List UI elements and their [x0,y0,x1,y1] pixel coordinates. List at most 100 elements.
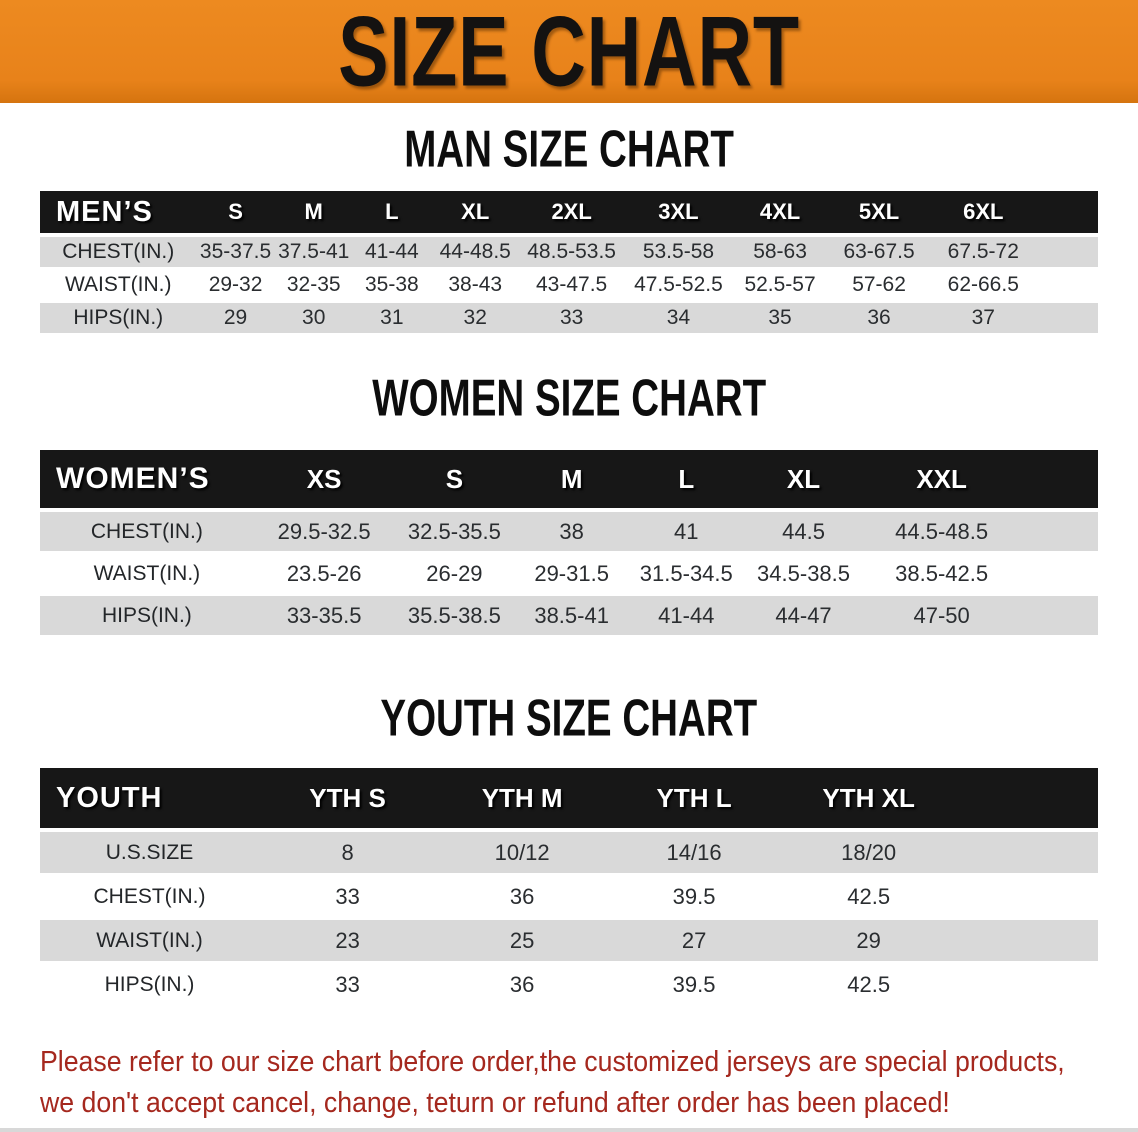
youth-size-table: YOUTH YTH S YTH M YTH L YTH XL U.S.SIZE 8 10/12… [40,768,1098,1008]
value-cell: 8 [258,830,437,876]
youth-section-title-text: YOUTH SIZE CHART [380,688,758,747]
filler-cell [1019,594,1098,638]
filler-cell [957,768,1098,832]
value-cell: 57-62 [826,268,932,303]
women-section-title-text: WOMEN SIZE CHART [372,368,766,427]
value-cell: 42.5 [780,874,958,920]
value-cell: 52.5-57 [733,268,827,303]
row-label: WAIST(IN.) [40,918,259,964]
value-cell: 39.5 [608,962,781,1008]
men-size-chart-section: MAN SIZE CHART MEN’S S M L XL 2XL 3XL 4XL 5XL 6XL… [0,120,1138,336]
value-cell: 41-44 [352,235,431,270]
filler-cell [1035,235,1098,270]
size-column-header: YTH M [436,768,609,832]
value-cell: 38 [514,510,629,554]
filler-cell [1035,301,1098,336]
row-label: CHEST(IN.) [40,510,254,554]
filler-cell [957,962,1098,1008]
value-cell: 33 [258,962,437,1008]
value-cell: 33-35.5 [253,594,395,638]
value-cell: 48.5-53.5 [519,235,624,270]
measurement-row: HIPS(IN.) 29 30 31 32 33 34 35 36 37 [40,301,1098,336]
filler-cell [1035,268,1098,303]
corner-label: MEN’S [40,191,197,237]
value-cell: 44.5-48.5 [863,510,1020,554]
size-column-header: S [394,450,515,512]
men-section-title: MAN SIZE CHART [0,120,1138,177]
value-cell: 39.5 [608,874,781,920]
measurement-row: CHEST(IN.) 29.5-32.5 32.5-35.5 38 41 44.5 44.5… [40,510,1098,554]
filler-cell [957,874,1098,920]
value-cell: 42.5 [780,962,958,1008]
size-column-header: YTH XL [780,768,958,832]
corner-label: YOUTH [40,768,259,832]
footer-note: Please refer to our size chart before or… [40,1042,1100,1124]
value-cell: 38-43 [430,268,520,303]
value-cell: 32.5-35.5 [394,510,515,554]
value-cell: 35.5-38.5 [394,594,515,638]
size-column-header: YTH L [608,768,781,832]
value-cell: 63-67.5 [826,235,932,270]
value-cell: 14/16 [608,830,781,876]
size-column-header: 6XL [931,191,1036,237]
size-column-header: 5XL [826,191,932,237]
size-column-header: L [352,191,431,237]
value-cell: 38.5-41 [514,594,629,638]
value-cell: 41 [628,510,744,554]
filler-cell [957,830,1098,876]
value-cell: 29 [196,301,275,336]
women-size-chart-section: WOMEN SIZE CHART WOMEN’S XS S M L XL XXL CHEST(… [0,368,1138,638]
value-cell: 26-29 [394,552,515,596]
value-cell: 34.5-38.5 [743,552,864,596]
value-cell: 31.5-34.5 [628,552,744,596]
size-column-header: XXL [863,450,1020,512]
filler-cell [1019,510,1098,554]
row-label: WAIST(IN.) [40,552,254,596]
corner-label: WOMEN’S [40,450,254,512]
size-column-header: XL [743,450,864,512]
value-cell: 44-47 [743,594,864,638]
measurement-row: WAIST(IN.) 23.5-26 26-29 29-31.5 31.5-34.5 34… [40,552,1098,596]
value-cell: 31 [352,301,431,336]
measurement-row: HIPS(IN.) 33-35.5 35.5-38.5 38.5-41 41-44 44-… [40,594,1098,638]
size-column-header: XL [430,191,520,237]
filler-cell [1035,191,1098,237]
value-cell: 38.5-42.5 [863,552,1020,596]
men-size-table: MEN’S S M L XL 2XL 3XL 4XL 5XL 6XL CHEST(IN.) 35-37… [40,191,1098,336]
row-label: U.S.SIZE [40,830,259,876]
size-column-header: M [274,191,353,237]
table-header-row: YOUTH YTH S YTH M YTH L YTH XL [40,768,1098,832]
youth-size-chart-section: YOUTH SIZE CHART YOUTH YTH S YTH M YTH L YTH… [0,688,1138,1008]
filler-cell [957,918,1098,964]
women-section-title: WOMEN SIZE CHART [0,368,1138,427]
value-cell: 23.5-26 [253,552,395,596]
value-cell: 36 [436,962,609,1008]
value-cell: 29 [780,918,958,964]
size-column-header: 3XL [623,191,734,237]
value-cell: 53.5-58 [623,235,734,270]
footer-line-2: we don't accept cancel, change, teturn o… [40,1087,950,1119]
row-label: CHEST(IN.) [40,874,259,920]
row-label: HIPS(IN.) [40,962,259,1008]
value-cell: 18/20 [780,830,958,876]
size-column-header: 4XL [733,191,827,237]
women-size-table: WOMEN’S XS S M L XL XXL CHEST(IN.) 29.5-32.5 32.5… [40,450,1098,638]
value-cell: 29-32 [196,268,275,303]
row-label: HIPS(IN.) [40,301,197,336]
value-cell: 10/12 [436,830,609,876]
youth-section-title: YOUTH SIZE CHART [0,688,1138,747]
measurement-row: CHEST(IN.) 35-37.5 37.5-41 41-44 44-48.5 48.5… [40,235,1098,270]
value-cell: 30 [274,301,353,336]
filler-cell [1019,552,1098,596]
value-cell: 25 [436,918,609,964]
measurement-row: U.S.SIZE 8 10/12 14/16 18/20 [40,830,1098,876]
value-cell: 29.5-32.5 [253,510,395,554]
banner: SIZE CHART [0,0,1138,104]
value-cell: 33 [258,874,437,920]
value-cell: 37 [931,301,1036,336]
filler-cell [1019,450,1098,512]
value-cell: 47-50 [863,594,1020,638]
value-cell: 29-31.5 [514,552,629,596]
size-column-header: YTH S [258,768,437,832]
measurement-row: HIPS(IN.) 33 36 39.5 42.5 [40,962,1098,1008]
